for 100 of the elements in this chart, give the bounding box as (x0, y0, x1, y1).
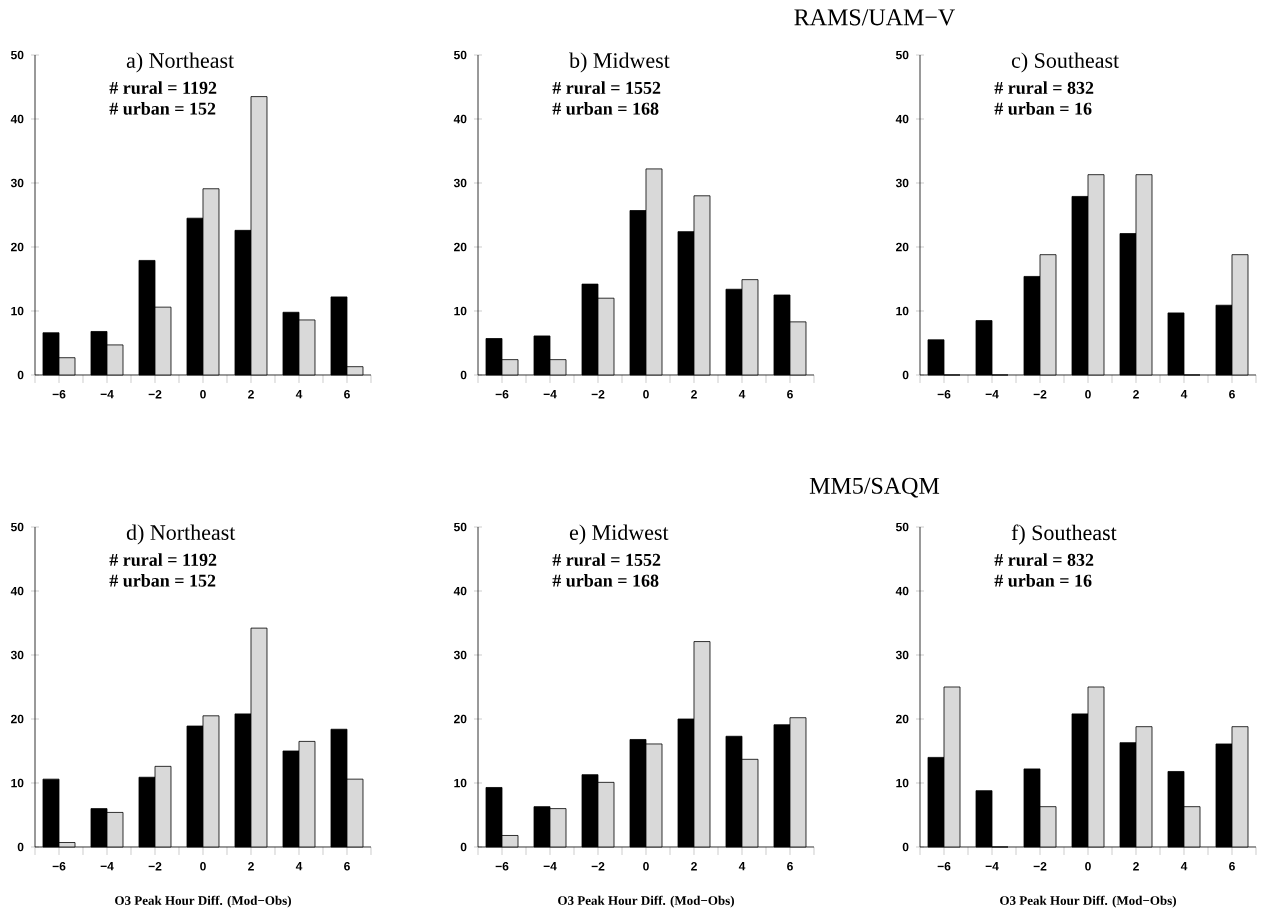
y-tick-label: 50 (453, 522, 467, 532)
x-axis-title: O3 Peak Hour Diff. (Mod−Obs) (115, 895, 291, 908)
x-tick-label: −6 (937, 861, 951, 871)
x-tick-label: 0 (1085, 861, 1091, 871)
chart-title: f) Southeast (1011, 524, 1117, 545)
x-tick-label: −4 (543, 861, 557, 871)
y-tick-label: 50 (10, 522, 24, 532)
y-tick-label: 0 (17, 370, 24, 380)
y-tick-label: 50 (453, 50, 467, 60)
annotation: # rural = 1192 (109, 81, 217, 94)
x-tick-label: 4 (295, 861, 303, 871)
y-tick-label: 40 (895, 114, 909, 124)
x-tick-label: −2 (1033, 861, 1047, 871)
annotation: # urban = 152 (109, 573, 216, 587)
annotation: # rural = 1552 (552, 81, 661, 94)
text: MM5/SAQM (809, 477, 940, 498)
annotation: # rural = 1192 (109, 553, 217, 566)
x-tick-label: −6 (495, 861, 509, 871)
y-tick-label: 40 (453, 114, 467, 124)
x-tick-label: 2 (248, 389, 254, 399)
y-tick-label: 40 (895, 586, 909, 596)
text: RAMS/UAM−V (794, 9, 955, 26)
y-tick-label: 20 (896, 242, 909, 252)
x-tick-label: 4 (1180, 861, 1188, 871)
y-tick-label: 10 (11, 778, 24, 788)
x-tick-label: −6 (937, 389, 951, 399)
x-tick-label: 2 (691, 861, 697, 871)
annotation: # rural = 832 (994, 81, 1094, 94)
y-tick-label: 20 (454, 714, 467, 724)
y-tick-label: 0 (460, 842, 467, 852)
x-tick-label: 0 (1085, 389, 1091, 399)
x-tick-label: 4 (738, 389, 746, 399)
x-tick-label: −2 (591, 861, 605, 871)
chart-title: e) Midwest (569, 524, 669, 545)
y-tick-label: 10 (896, 306, 909, 316)
y-tick-label: 30 (453, 178, 467, 188)
annotation: # urban = 152 (109, 101, 216, 115)
y-tick-label: 10 (11, 306, 24, 316)
y-tick-label: 40 (453, 586, 467, 596)
x-axis-title: O3 Peak Hour Diff. (Mod−Obs) (1000, 895, 1176, 908)
x-tick-label: 2 (1133, 861, 1139, 871)
y-tick-label: 30 (895, 178, 909, 188)
y-tick-label: 40 (10, 586, 24, 596)
y-tick-label: 30 (10, 178, 24, 188)
x-tick-label: 0 (200, 861, 206, 871)
y-tick-label: 0 (902, 370, 909, 380)
x-tick-label: −2 (1033, 389, 1047, 399)
x-tick-label: −6 (52, 861, 66, 871)
x-tick-label: −4 (985, 389, 999, 399)
x-tick-label: 4 (295, 389, 303, 399)
annotation: # urban = 16 (994, 101, 1092, 115)
y-tick-label: 10 (454, 306, 467, 316)
x-tick-label: 0 (643, 389, 649, 399)
x-tick-label: −6 (495, 389, 509, 399)
y-tick-label: 50 (895, 522, 909, 532)
x-tick-label: 6 (344, 861, 350, 871)
x-tick-label: −2 (148, 861, 162, 871)
x-tick-label: 6 (344, 389, 350, 399)
x-tick-label: 6 (787, 389, 793, 399)
annotation: # rural = 1552 (552, 553, 661, 566)
y-tick-label: 30 (10, 650, 24, 660)
x-tick-label: −2 (591, 389, 605, 399)
x-tick-label: 2 (1133, 389, 1139, 399)
x-tick-label: −2 (148, 389, 162, 399)
x-axis-title: O3 Peak Hour Diff. (Mod−Obs) (558, 895, 734, 908)
y-tick-label: 0 (17, 842, 24, 852)
y-tick-label: 20 (11, 242, 24, 252)
y-tick-label: 10 (896, 778, 909, 788)
y-tick-label: 0 (902, 842, 909, 852)
y-tick-label: 10 (454, 778, 467, 788)
x-tick-label: 6 (1229, 861, 1235, 871)
x-tick-label: 4 (738, 861, 746, 871)
x-tick-label: −4 (543, 389, 557, 399)
y-tick-label: 30 (453, 650, 467, 660)
x-tick-label: 6 (1229, 389, 1235, 399)
x-tick-label: −4 (100, 861, 114, 871)
annotation: # urban = 168 (552, 101, 659, 115)
x-tick-label: 6 (787, 861, 793, 871)
annotation: # rural = 832 (994, 553, 1094, 566)
y-tick-label: 20 (11, 714, 24, 724)
x-tick-label: −6 (52, 389, 66, 399)
y-tick-label: 50 (895, 50, 909, 60)
chart-title: c) Southeast (1011, 52, 1120, 73)
x-tick-label: 4 (1180, 389, 1188, 399)
x-tick-label: 0 (200, 389, 206, 399)
y-tick-label: 40 (10, 114, 24, 124)
chart-title: b) Midwest (569, 52, 670, 73)
x-tick-label: 0 (643, 861, 649, 871)
annotation: # urban = 168 (552, 573, 659, 587)
x-tick-label: −4 (100, 389, 114, 399)
annotation: # urban = 16 (994, 573, 1092, 587)
y-tick-label: 0 (460, 370, 467, 380)
x-tick-label: −4 (985, 861, 999, 871)
x-tick-label: 2 (691, 389, 697, 399)
chart-title: a) Northeast (126, 52, 235, 73)
x-tick-label: 2 (248, 861, 254, 871)
y-tick-label: 20 (454, 242, 467, 252)
y-tick-label: 30 (895, 650, 909, 660)
chart-title: d) Northeast (126, 524, 236, 545)
y-tick-label: 20 (896, 714, 909, 724)
